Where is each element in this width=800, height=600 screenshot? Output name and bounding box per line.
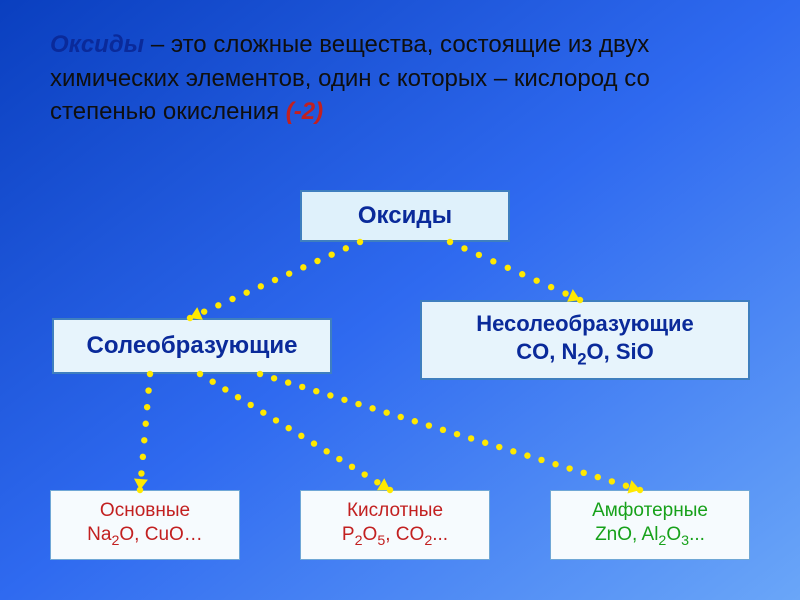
node-label-line2: P2O5, CO2... xyxy=(342,523,448,551)
definition-emphasis: (-2) xyxy=(286,98,323,125)
node-label-line2: ZnO, Al2O3... xyxy=(595,523,705,551)
node-salt-forming: Солеобразующие xyxy=(52,318,332,374)
diagram-content: Оксиды – это сложные вещества, состоящие… xyxy=(0,0,800,600)
node-acidic-oxides: Кислотные P2O5, CO2... xyxy=(300,490,490,560)
node-label-line1: Амфотерные xyxy=(592,499,708,523)
definition-text: Оксиды – это сложные вещества, состоящие… xyxy=(50,28,760,129)
node-basic-oxides: Основные Na2O, CuO… xyxy=(50,490,240,560)
node-non-salt-forming: Несолеобразующие CO, N2O, SiO xyxy=(420,300,750,380)
node-label: Оксиды xyxy=(358,201,452,231)
node-label-line1: Основные xyxy=(100,499,190,523)
definition-title: Оксиды xyxy=(50,31,144,58)
node-label-line2: CO, N2O, SiO xyxy=(516,338,654,370)
node-amphoteric-oxides: Амфотерные ZnO, Al2O3... xyxy=(550,490,750,560)
node-label: Солеобразующие xyxy=(87,331,298,361)
node-label-line2: Na2O, CuO… xyxy=(87,523,203,551)
node-label-line1: Кислотные xyxy=(347,499,443,523)
node-label-line1: Несолеобразующие xyxy=(476,310,694,338)
node-oxides-root: Оксиды xyxy=(300,190,510,242)
